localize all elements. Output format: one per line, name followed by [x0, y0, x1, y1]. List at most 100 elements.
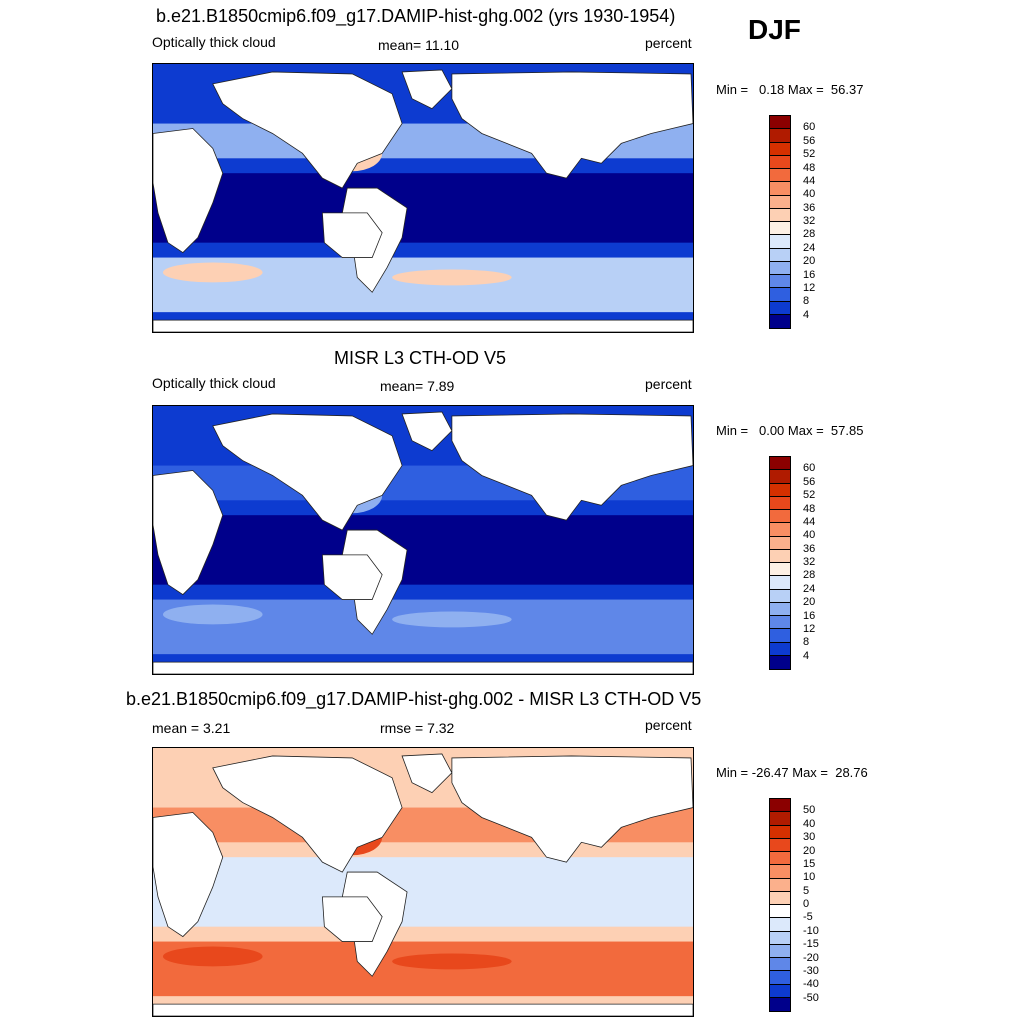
colorbar-segment: [770, 891, 790, 905]
colorbar-segment: [770, 457, 790, 471]
continent-outline: [212, 755, 403, 873]
colorbar-segment: [770, 602, 790, 616]
season-label: DJF: [748, 14, 801, 45]
colorbar-tick-label: 36: [803, 201, 816, 214]
colorbar-tick-label: -30: [803, 964, 819, 977]
colorbar-segment: [770, 958, 790, 972]
colorbar-segment: [770, 288, 790, 302]
continent-outline: [401, 753, 453, 794]
colorbar-tick-label: 52: [803, 148, 816, 161]
continent-outline: [153, 1003, 693, 1016]
colorbar-segment: [770, 852, 790, 866]
colorbar-tick-label: 40: [803, 188, 816, 201]
colorbar-segment: [770, 642, 790, 656]
colorbar-segment: [770, 116, 790, 130]
colorbar-segment: [770, 563, 790, 577]
hotspot-region: [162, 604, 263, 625]
colorbar-segment: [770, 878, 790, 892]
min-max-label: Min = 0.00 Max = 57.85: [716, 423, 864, 438]
colorbar-segment: [770, 655, 790, 669]
colorbar-tick-label: 30: [803, 831, 816, 844]
colorbar-segment: [770, 576, 790, 590]
colorbar-segment: [770, 616, 790, 630]
colorbar-segment: [770, 301, 790, 315]
colorbar-segment: [770, 931, 790, 945]
map-field: [153, 748, 693, 1016]
colorbar-tick-label: 52: [803, 489, 816, 502]
colorbar-tick-label: 32: [803, 556, 816, 568]
continent-outline: [212, 413, 403, 531]
mean-label: mean= 7.89: [380, 378, 455, 394]
colorbar-tick-label: 12: [803, 622, 816, 635]
colorbar-tick-label: 4: [803, 649, 810, 662]
colorbar-tick-label: 44: [803, 174, 816, 187]
colorbar-segment: [770, 812, 790, 826]
tropical-band: [153, 515, 693, 585]
colorbar-segment: [770, 536, 790, 550]
units-label: percent: [645, 35, 692, 51]
mean-label: mean = 3.21: [152, 720, 231, 736]
map-plot: [152, 405, 694, 675]
colorbar-tick-label: 40: [803, 529, 816, 542]
colorbar-tick-label: 20: [803, 844, 816, 857]
colorbar-segment: [770, 510, 790, 524]
colorbar-segment: [770, 918, 790, 932]
continent-outline: [153, 661, 693, 674]
continent-outline: [153, 319, 693, 332]
colorbar-segment: [770, 208, 790, 222]
colorbar-tick-label: 44: [803, 515, 816, 528]
colorbar-tick-label: 56: [803, 134, 816, 147]
map-field: [153, 406, 693, 674]
colorbar-tick-label: 8: [803, 636, 810, 649]
hotspot-region: [162, 946, 263, 967]
colorbar-segment: [770, 825, 790, 839]
continent-outline: [451, 71, 693, 179]
hotspot-region: [162, 262, 263, 283]
units-label: percent: [645, 376, 692, 392]
continent-outline: [401, 69, 453, 110]
colorbar-segment: [770, 483, 790, 497]
units-label: percent: [645, 717, 692, 733]
continent-outline: [153, 128, 224, 254]
colorbar-tick-label: 28: [803, 228, 816, 241]
colorbar-segment: [770, 971, 790, 985]
hotspot-region: [392, 269, 512, 286]
colorbar-segment: [770, 997, 790, 1011]
colorbar-tick-label: 20: [803, 596, 816, 609]
colorbar-segment: [770, 142, 790, 156]
map-plot: [152, 63, 694, 333]
colorbar-tick-label: 60: [803, 462, 816, 475]
colorbar-segment: [770, 195, 790, 209]
colorbar-segment: [770, 838, 790, 852]
colorbar-tick-label: 10: [803, 871, 816, 884]
min-max-label: Min = 0.18 Max = 56.37: [716, 82, 864, 97]
hotspot-region: [392, 953, 512, 970]
colorbar-tick-label: 32: [803, 215, 816, 227]
continent-outline: [153, 470, 224, 596]
panel-title: MISR L3 CTH-OD V5: [334, 348, 507, 368]
colorbar-tick-label: 15: [803, 857, 816, 870]
variable-label: Optically thick cloud: [152, 375, 276, 391]
colorbar-segment: [770, 275, 790, 289]
colorbar-tick-label: 4: [803, 308, 810, 321]
colorbar-tick-label: 50: [803, 804, 816, 817]
colorbar: [769, 798, 791, 1012]
colorbar-segment: [770, 169, 790, 183]
colorbar-tick-label: -50: [803, 991, 819, 1004]
colorbar-tick-label: 0: [803, 898, 810, 910]
colorbar-tick-label: 40: [803, 817, 816, 830]
colorbar-segment: [770, 984, 790, 998]
tropical-band: [153, 173, 693, 243]
continent-outline: [451, 755, 693, 863]
colorbar-tick-label: 24: [803, 241, 816, 254]
min-max-label: Min = -26.47 Max = 28.76: [716, 765, 868, 780]
colorbar-segment: [770, 248, 790, 262]
colorbar-tick-label: 24: [803, 582, 816, 595]
colorbar-tick-label: 8: [803, 295, 810, 308]
colorbar-tick-label: 16: [803, 268, 816, 281]
map-field: [153, 64, 693, 332]
colorbar-segment: [770, 235, 790, 249]
continent-outline: [212, 71, 403, 189]
tropical-band: [153, 857, 693, 927]
panel-title: b.e21.B1850cmip6.f09_g17.DAMIP-hist-ghg.…: [156, 6, 676, 26]
